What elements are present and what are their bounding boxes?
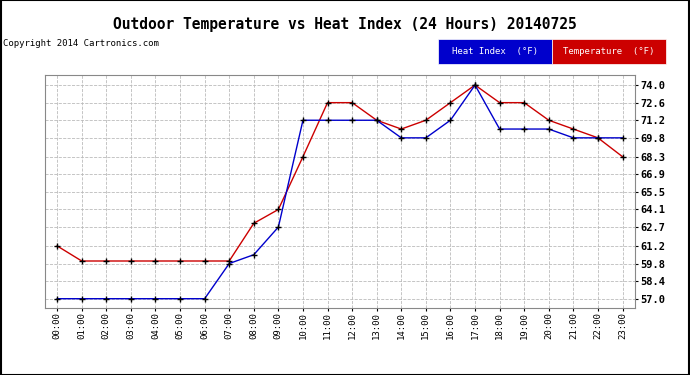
Text: Copyright 2014 Cartronics.com: Copyright 2014 Cartronics.com xyxy=(3,39,159,48)
Text: Outdoor Temperature vs Heat Index (24 Hours) 20140725: Outdoor Temperature vs Heat Index (24 Ho… xyxy=(113,17,577,32)
Text: Temperature  (°F): Temperature (°F) xyxy=(563,47,655,56)
Text: Heat Index  (°F): Heat Index (°F) xyxy=(452,47,538,56)
